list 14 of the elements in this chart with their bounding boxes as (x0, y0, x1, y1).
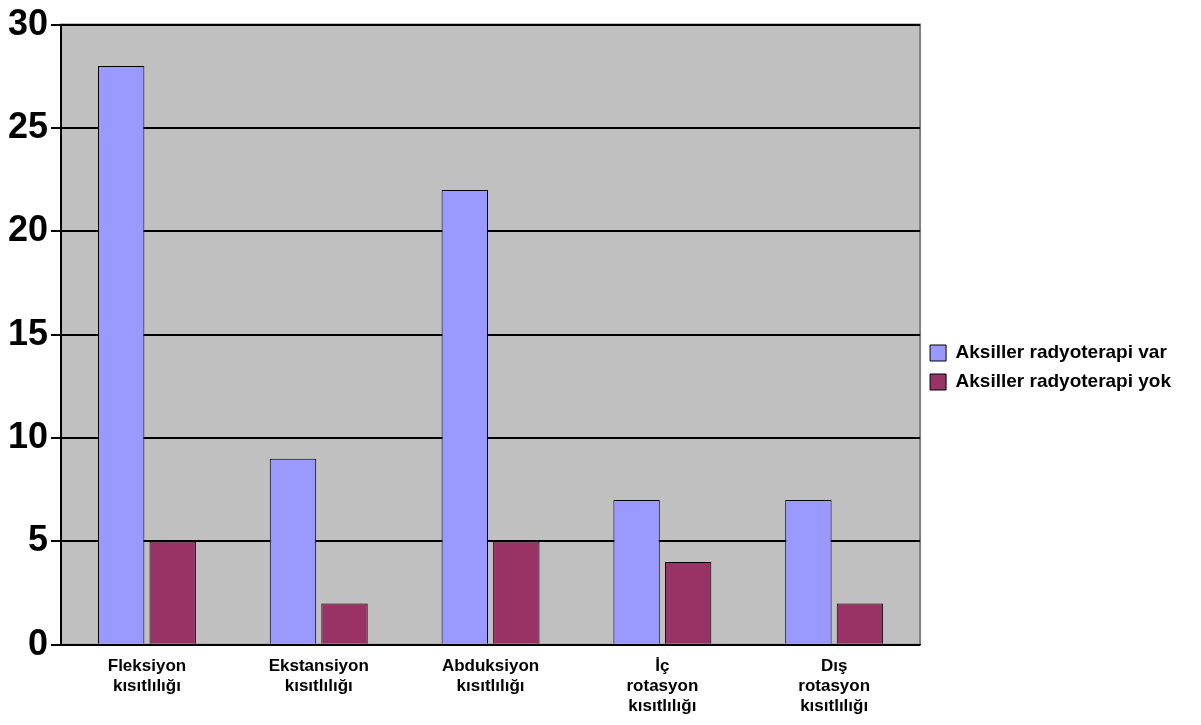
legend-label: Aksiller radyoterapi yok (955, 370, 1172, 392)
x-tick-label: Ekstansiyon kısıtlılığı (268, 655, 369, 696)
y-tick-label: 15 (8, 311, 49, 353)
x-tick-label: Dış rotasyon kısıtlılığı (798, 655, 871, 716)
y-tick-label: 20 (8, 208, 49, 250)
y-tick-label: 30 (8, 1, 49, 43)
legend-label: Aksiller radyoterapi var (955, 341, 1168, 363)
y-tick-label: 5 (28, 518, 49, 560)
x-tick-label: İç rotasyon kısıtlılığı (626, 655, 699, 716)
y-tick-label: 25 (8, 104, 49, 146)
y-tick-label: 0 (28, 621, 49, 663)
y-tick-label: 10 (8, 414, 49, 456)
x-tick-label: Fleksiyon kısıtlılığı (107, 655, 187, 696)
x-tick-label: Abduksiyon kısıtlılığı (441, 655, 540, 696)
